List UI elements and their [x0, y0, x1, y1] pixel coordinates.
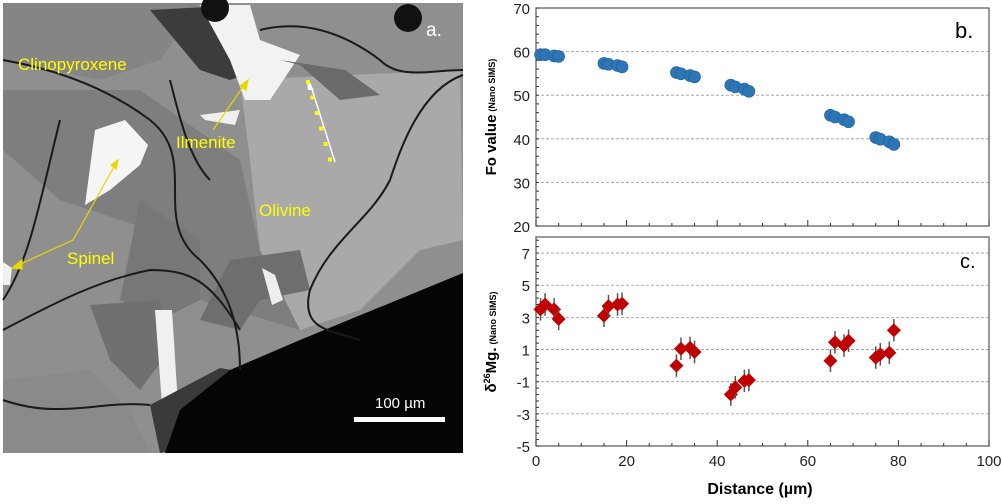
- panel-label-c: c.: [960, 251, 976, 273]
- y-tick-label: 50: [513, 88, 530, 105]
- y-tick-label: 1: [522, 343, 530, 360]
- plot-frame: [535, 236, 990, 447]
- x-tick-label: 40: [709, 453, 726, 470]
- data-point: [741, 373, 756, 388]
- x-tick-label: 20: [618, 453, 635, 470]
- transect-dot: [323, 142, 328, 146]
- y-tick-label: 5: [522, 278, 530, 295]
- data-point: [615, 60, 629, 74]
- x-tick-label: 60: [799, 453, 816, 470]
- data-point: [673, 341, 688, 356]
- bse-image: Clinopyroxene Ilmenite Olivine Spinel a.…: [2, 0, 464, 453]
- data-point: [841, 333, 856, 348]
- transect-dot: [328, 157, 332, 162]
- chart-fo-value: b. Fo value(Nano SIMS) 20 30 40 50 60 70: [483, 1, 990, 236]
- label-ilmenite: Ilmenite: [176, 133, 236, 152]
- spinel-arrowhead-upper: [110, 158, 119, 171]
- data-point: [886, 323, 901, 338]
- data-point: [688, 70, 701, 84]
- y-tick-label: 30: [513, 175, 530, 192]
- data-point: [687, 344, 702, 359]
- transect-dot: [314, 111, 319, 115]
- y-tick-label: 20: [513, 219, 530, 236]
- scale-bar-label: 100 µm: [375, 395, 425, 412]
- x-tick-label: 100: [976, 453, 1001, 470]
- data-point: [887, 138, 901, 151]
- chart-delta-mg: c. δ26Mg.(Nano SIMS) Distance (µm) -5 -3 -…: [482, 236, 1002, 498]
- panel-label-b: b.: [955, 18, 973, 43]
- y-tick-label: 70: [513, 1, 530, 18]
- y-tick-label: -5: [517, 439, 530, 456]
- y-tick-label: -1: [517, 375, 530, 392]
- x-tick-label: 0: [532, 453, 540, 470]
- data-point: [547, 302, 562, 317]
- data-point: [601, 299, 616, 314]
- data-point: [823, 353, 838, 368]
- transect-dot: [306, 80, 310, 84]
- spinel-arrowhead-lower: [10, 258, 23, 270]
- c-y-axis-label: δ26Mg.(Nano SIMS): [482, 292, 500, 393]
- plot-frame: [535, 7, 990, 227]
- transect-dot: [310, 95, 315, 100]
- data-point: [615, 296, 630, 311]
- b-y-axis-label: Fo value(Nano SIMS): [483, 59, 500, 176]
- data-point: [551, 311, 566, 326]
- data-point: [669, 358, 684, 373]
- data-point: [842, 115, 855, 129]
- x-axis-label: Distance (µm): [707, 481, 812, 498]
- data-point: [596, 308, 611, 323]
- y-tick-label: 7: [522, 246, 530, 263]
- scale-bar: [354, 417, 445, 422]
- label-clinopyroxene: Clinopyroxene: [18, 55, 127, 74]
- data-point: [873, 347, 888, 362]
- y-tick-label: 40: [513, 132, 530, 149]
- label-olivine: Olivine: [259, 201, 311, 220]
- transect-dots: [306, 80, 332, 162]
- y-tick-label: 60: [513, 45, 530, 62]
- data-point: [742, 84, 756, 98]
- y-tick-label: 3: [522, 310, 530, 327]
- panel-label-a: a.: [426, 20, 442, 41]
- data-point: [728, 380, 743, 395]
- y-tick-label: -3: [517, 407, 530, 424]
- x-tick-label: 80: [890, 453, 907, 470]
- data-point: [882, 345, 897, 360]
- label-spinel: Spinel: [67, 249, 114, 268]
- transect-dot: [319, 126, 324, 131]
- data-point: [552, 50, 565, 63]
- ilmenite-arrowhead: [238, 78, 249, 91]
